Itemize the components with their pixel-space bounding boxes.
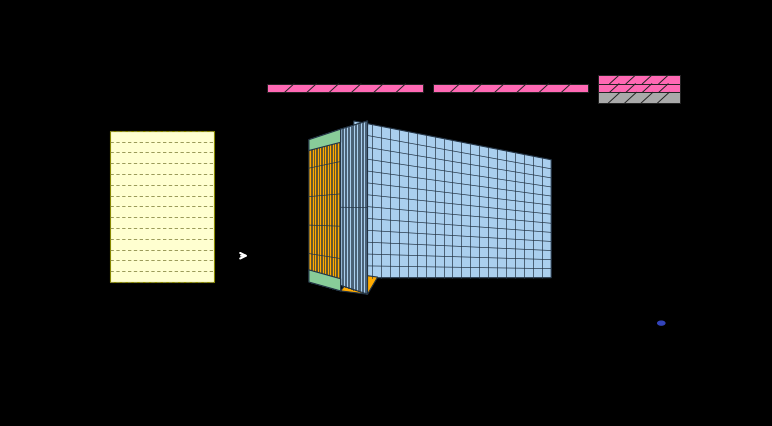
Polygon shape <box>309 270 340 291</box>
Bar <box>433 85 588 93</box>
Bar <box>598 93 680 104</box>
Polygon shape <box>309 130 340 291</box>
Circle shape <box>658 321 665 325</box>
Bar <box>110 132 215 282</box>
Polygon shape <box>340 122 367 135</box>
Polygon shape <box>354 122 551 278</box>
Bar <box>598 76 680 85</box>
Polygon shape <box>309 130 340 151</box>
Polygon shape <box>340 274 378 294</box>
Bar <box>267 85 423 93</box>
Polygon shape <box>340 122 367 294</box>
Bar <box>598 85 680 93</box>
